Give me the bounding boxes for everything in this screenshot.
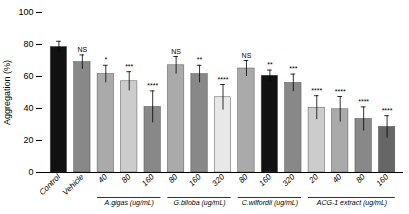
- svg-text:***: ***: [125, 63, 133, 70]
- svg-text:****: ****: [147, 82, 158, 89]
- svg-text:80: 80: [354, 172, 367, 185]
- svg-text:****: ****: [358, 98, 369, 105]
- svg-text:160: 160: [140, 172, 156, 188]
- svg-text:80: 80: [23, 39, 33, 49]
- svg-text:Vehicle: Vehicle: [61, 172, 86, 197]
- svg-text:320: 320: [210, 172, 226, 188]
- svg-text:ACG-1 extract (ug/mL): ACG-1 extract (ug/mL): [316, 199, 387, 207]
- svg-text:***: ***: [289, 65, 297, 72]
- svg-text:160: 160: [257, 172, 273, 188]
- svg-text:100: 100: [18, 7, 33, 17]
- svg-text:Control: Control: [38, 172, 63, 197]
- svg-text:80: 80: [237, 172, 250, 185]
- svg-text:NS: NS: [171, 48, 181, 55]
- svg-text:160: 160: [187, 172, 203, 188]
- svg-text:0: 0: [28, 167, 33, 177]
- svg-text:40: 40: [96, 172, 109, 185]
- svg-text:320: 320: [281, 172, 297, 188]
- svg-text:A.gigas (ug/mL): A.gigas (ug/mL): [104, 199, 154, 207]
- svg-text:40: 40: [331, 172, 344, 185]
- svg-text:****: ****: [311, 87, 322, 94]
- svg-text:Aggregation (%): Aggregation (%): [2, 60, 12, 125]
- svg-text:60: 60: [23, 71, 33, 81]
- svg-text:**: **: [197, 56, 203, 63]
- svg-text:NS: NS: [242, 52, 252, 59]
- svg-text:160: 160: [375, 172, 391, 188]
- svg-text:NS: NS: [77, 46, 87, 53]
- svg-text:20: 20: [307, 172, 321, 186]
- svg-text:G.biloba (ug/mL): G.biloba (ug/mL): [173, 199, 225, 207]
- svg-text:20: 20: [23, 135, 33, 145]
- svg-text:80: 80: [120, 172, 133, 185]
- svg-text:**: **: [267, 61, 273, 68]
- svg-text:****: ****: [335, 88, 346, 95]
- svg-text:*: *: [104, 56, 107, 63]
- svg-text:C.wilfordii (ug/mL): C.wilfordii (ug/mL): [242, 199, 298, 207]
- svg-text:80: 80: [167, 172, 180, 185]
- svg-text:40: 40: [23, 103, 33, 113]
- svg-text:****: ****: [218, 76, 229, 83]
- svg-text:****: ****: [382, 107, 393, 114]
